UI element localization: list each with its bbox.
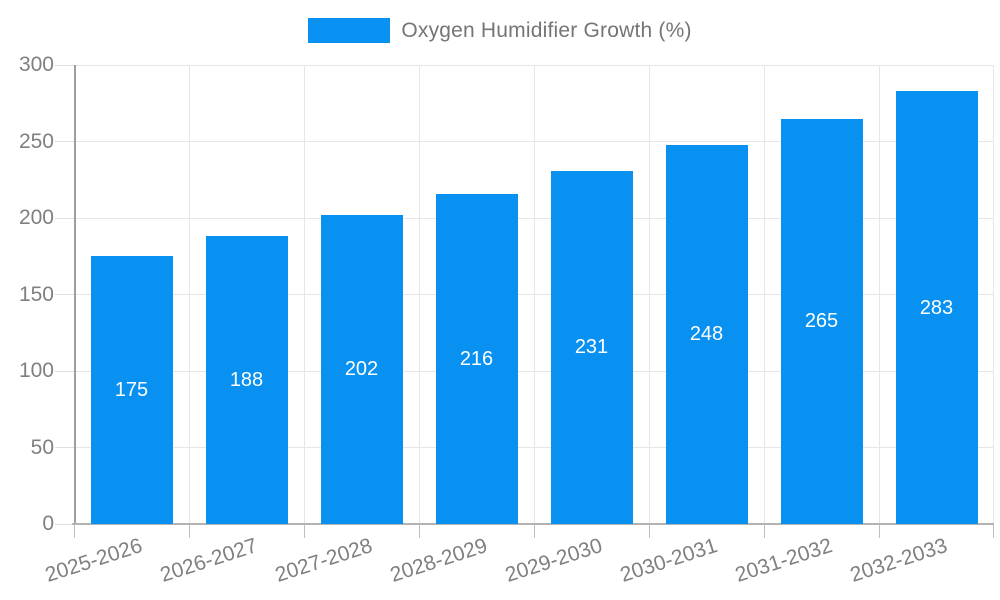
y-tick bbox=[55, 447, 74, 448]
bar bbox=[320, 214, 403, 524]
y-tick-label: 300 bbox=[18, 53, 54, 76]
y-tick bbox=[55, 370, 74, 372]
bar bbox=[435, 193, 518, 524]
v-gridline bbox=[879, 65, 880, 524]
bar bbox=[895, 91, 978, 524]
bar-value-label: 202 bbox=[344, 358, 379, 381]
y-tick bbox=[55, 64, 74, 66]
y-tick-label: 150 bbox=[18, 282, 54, 306]
bar-value-label: 175 bbox=[114, 379, 149, 402]
v-gridline bbox=[304, 65, 305, 524]
bar-value-label: 188 bbox=[229, 369, 264, 392]
y-axis-line bbox=[74, 65, 76, 524]
bar-value-label: 283 bbox=[919, 296, 954, 319]
plot-area: 0 50 100 150 200 250 300 175 2025-2026 188 2026-20… bbox=[19, 53, 994, 587]
x-tick bbox=[879, 524, 880, 538]
x-tick bbox=[764, 524, 765, 538]
bar-value-label: 265 bbox=[804, 310, 839, 333]
bar bbox=[550, 170, 633, 524]
v-gridline bbox=[419, 65, 420, 524]
bar bbox=[90, 256, 173, 524]
bar bbox=[665, 144, 748, 524]
v-gridline bbox=[764, 65, 765, 524]
bar bbox=[780, 118, 863, 524]
y-tick bbox=[55, 523, 74, 525]
legend-swatch bbox=[308, 18, 391, 43]
v-gridline bbox=[649, 65, 650, 524]
x-tick bbox=[993, 524, 994, 538]
y-tick-label: 50 bbox=[30, 435, 54, 459]
x-tick bbox=[304, 524, 305, 538]
v-gridline bbox=[189, 65, 190, 524]
y-tick-label: 100 bbox=[18, 359, 54, 382]
y-tick-label: 200 bbox=[18, 206, 54, 229]
bar-value-label: 216 bbox=[459, 347, 494, 370]
x-axis-line bbox=[72, 523, 994, 525]
v-gridline bbox=[993, 65, 994, 524]
legend-label: Oxygen Humidifier Growth (%) bbox=[401, 18, 692, 42]
x-tick bbox=[74, 524, 75, 538]
y-tick bbox=[55, 294, 74, 295]
x-tick bbox=[419, 524, 420, 538]
y-tick bbox=[55, 217, 74, 219]
x-tick bbox=[649, 524, 650, 538]
y-tick-label: 0 bbox=[42, 512, 54, 535]
y-tick bbox=[55, 141, 74, 142]
x-tick bbox=[534, 524, 535, 538]
y-tick-label: 250 bbox=[18, 129, 54, 153]
x-tick bbox=[189, 524, 190, 538]
legend: Oxygen Humidifier Growth (%) bbox=[0, 18, 1000, 43]
bar bbox=[205, 236, 288, 524]
v-gridline bbox=[534, 65, 535, 524]
bar-value-label: 231 bbox=[574, 336, 609, 359]
bar-value-label: 248 bbox=[689, 323, 724, 346]
